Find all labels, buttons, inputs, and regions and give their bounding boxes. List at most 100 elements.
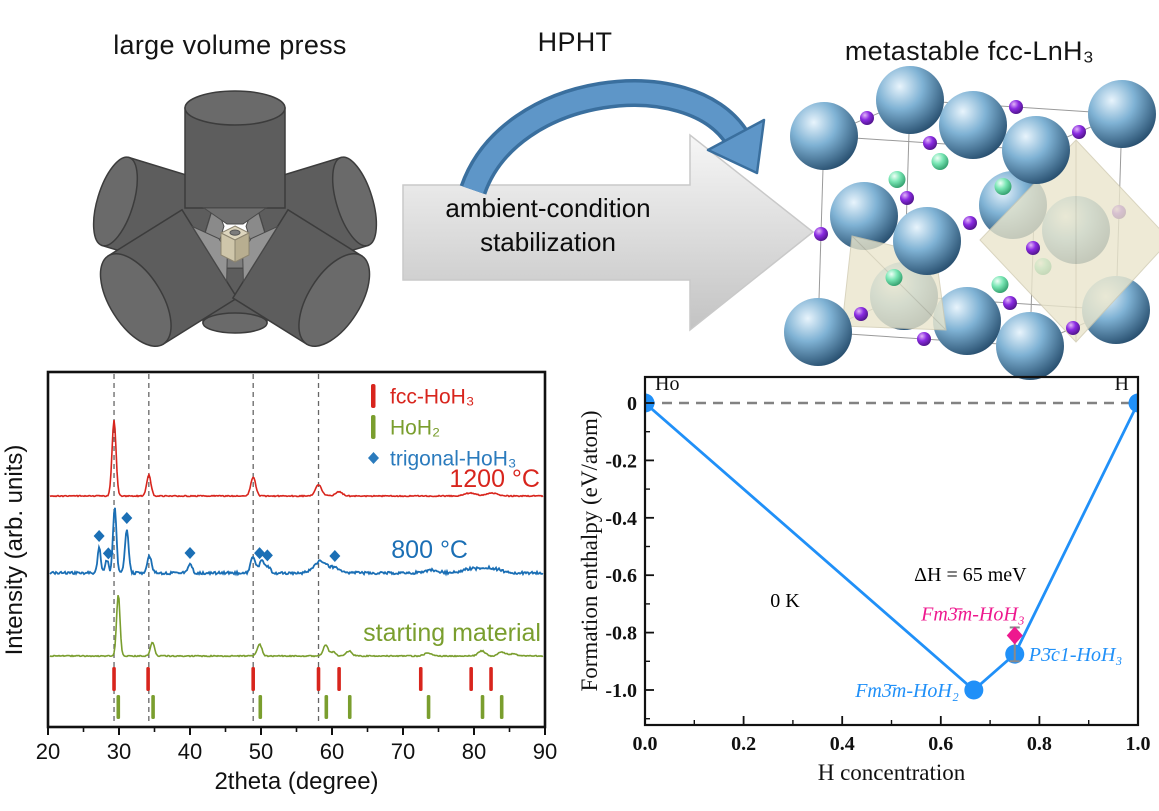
ho-atom <box>876 66 944 134</box>
data-point-Fm3̄m-HoH₃ <box>1006 626 1023 645</box>
fcc-crystal-structure-illustration <box>784 66 1159 380</box>
x-tick-label: 20 <box>36 739 60 764</box>
ref-tick <box>347 695 352 719</box>
xrd-curve-1 <box>49 507 544 577</box>
point-label: Ho <box>655 373 679 395</box>
ho-atom <box>933 287 1001 355</box>
arrow-caption-line2: stabilization <box>480 227 616 257</box>
ho-atom <box>1002 116 1070 184</box>
trigonal-peak-marker <box>184 547 196 559</box>
xrd-y-axis-title: Intensity (arb. units) <box>1 445 28 656</box>
h-oct-atom <box>860 111 874 125</box>
xrd-pattern-chart: 1200 °C 800 °C starting material fcc-HoH₃ Ho… <box>1 370 557 795</box>
h-atoms-front <box>814 136 1040 346</box>
legend-marker-diamond <box>368 452 379 464</box>
anvil-bottom-cap <box>202 312 268 334</box>
y-tick-label: -0.8 <box>605 623 637 645</box>
point-label: H <box>1115 373 1129 395</box>
anvil-upper-left-cap <box>92 156 139 247</box>
legend-label: HoH₂ <box>390 417 440 440</box>
trigonal-peak-marker <box>102 547 114 560</box>
h-tet-atom <box>931 153 949 170</box>
ref-tick <box>112 667 116 691</box>
polygon-shape <box>234 232 250 263</box>
data-point-H <box>1128 393 1138 413</box>
ref-tick <box>418 667 423 691</box>
ref-tick <box>116 695 121 719</box>
series-label-2: starting material <box>363 619 541 647</box>
x-tick-label: 0.2 <box>731 733 756 755</box>
h-atoms-mid <box>854 111 1086 335</box>
ho-atom <box>1088 80 1156 148</box>
ref-tick <box>426 695 431 719</box>
xrd-legend: fcc-HoH₃ HoH₂ trigonal-HoH₃ <box>368 384 516 471</box>
arrow-caption-line1: ambient-condition <box>445 193 651 223</box>
x-tick-label: 1.0 <box>1126 733 1151 755</box>
x-tick-label: 60 <box>320 739 344 764</box>
h-oct-atom <box>1072 125 1086 139</box>
hull-y-axis-title: Formation enthalpy (eV/atom) <box>577 410 602 691</box>
x-tick-label: 0.6 <box>928 733 953 755</box>
h-oct-atom <box>963 216 977 230</box>
series-label-1: 800 °C <box>391 536 468 564</box>
ref-tick <box>146 667 150 691</box>
anvil-lower-left <box>99 208 239 347</box>
y-tick-label: -0.4 <box>605 508 637 530</box>
ref-tick <box>489 667 493 691</box>
ref-tick <box>337 667 341 691</box>
xrd-x-axis-title: 2theta (degree) <box>214 768 378 795</box>
ho-atom <box>830 182 898 250</box>
right-panel-title: metastable fcc-LnH₃ <box>844 36 1095 66</box>
stabilization-arrow <box>402 133 815 332</box>
x-tick-label: 50 <box>249 739 273 764</box>
y-tick-label: -1.0 <box>605 680 637 702</box>
anvil-top-cap <box>184 90 286 126</box>
h-oct-atom <box>1003 296 1017 310</box>
anvil-lower-left-cap <box>99 253 172 347</box>
anvil-top-tip <box>202 207 268 225</box>
data-point-Fm3̄m-HoH₂ <box>964 680 984 700</box>
h-oct-atom <box>1009 100 1023 114</box>
hpht-arc <box>463 82 746 194</box>
point-label: Fm3̄m-HoH₃ <box>920 603 1025 625</box>
ho-atom <box>996 312 1064 380</box>
anvil-lower-left-tip <box>191 225 228 283</box>
ref-tick <box>469 667 473 691</box>
large-volume-press-illustration <box>92 90 378 347</box>
y-tick-label: -0.2 <box>605 450 637 472</box>
legend-marker-bar <box>371 415 376 439</box>
h-oct-atom <box>1026 241 1040 255</box>
hull-x-axis-title: H concentration <box>818 760 966 785</box>
ref-tick <box>151 695 155 719</box>
x-tick-label: 70 <box>391 739 415 764</box>
trigonal-peak-marker <box>254 547 266 560</box>
legend-label: trigonal-HoH₃ <box>390 448 516 471</box>
x-tick-label: 30 <box>107 739 131 764</box>
x-tick-label: 0.8 <box>1027 733 1052 755</box>
ref-tick <box>258 695 263 719</box>
trigonal-peak-marker <box>329 550 341 563</box>
xrd-curve-2 <box>49 594 544 658</box>
ho-atom <box>893 207 961 275</box>
h-tet-atom <box>888 171 906 188</box>
arrow-caption: ambient-condition stabilization <box>398 191 698 259</box>
h-oct-atom <box>814 227 828 241</box>
x-tick-label: 40 <box>178 739 202 764</box>
legend-marker-bar <box>371 384 376 408</box>
point-label: Fm3̄m-HoH₂ <box>854 680 959 702</box>
xrd-curve-0 <box>49 420 544 498</box>
reference-ticks-HoH₂ <box>116 695 504 719</box>
h-oct-atom <box>917 332 931 346</box>
x-tick-label: 80 <box>462 739 486 764</box>
ref-tick <box>499 695 504 719</box>
trigonal-peak-marker <box>121 512 133 524</box>
x-tick-label: 0.4 <box>830 733 855 755</box>
ref-tick <box>480 695 485 719</box>
x-tick-label: 90 <box>533 739 557 764</box>
sample-cube <box>219 225 251 263</box>
annotation: 0 K <box>770 590 800 612</box>
anvil-lower-right <box>231 208 371 347</box>
h-oct-atom <box>923 136 937 150</box>
